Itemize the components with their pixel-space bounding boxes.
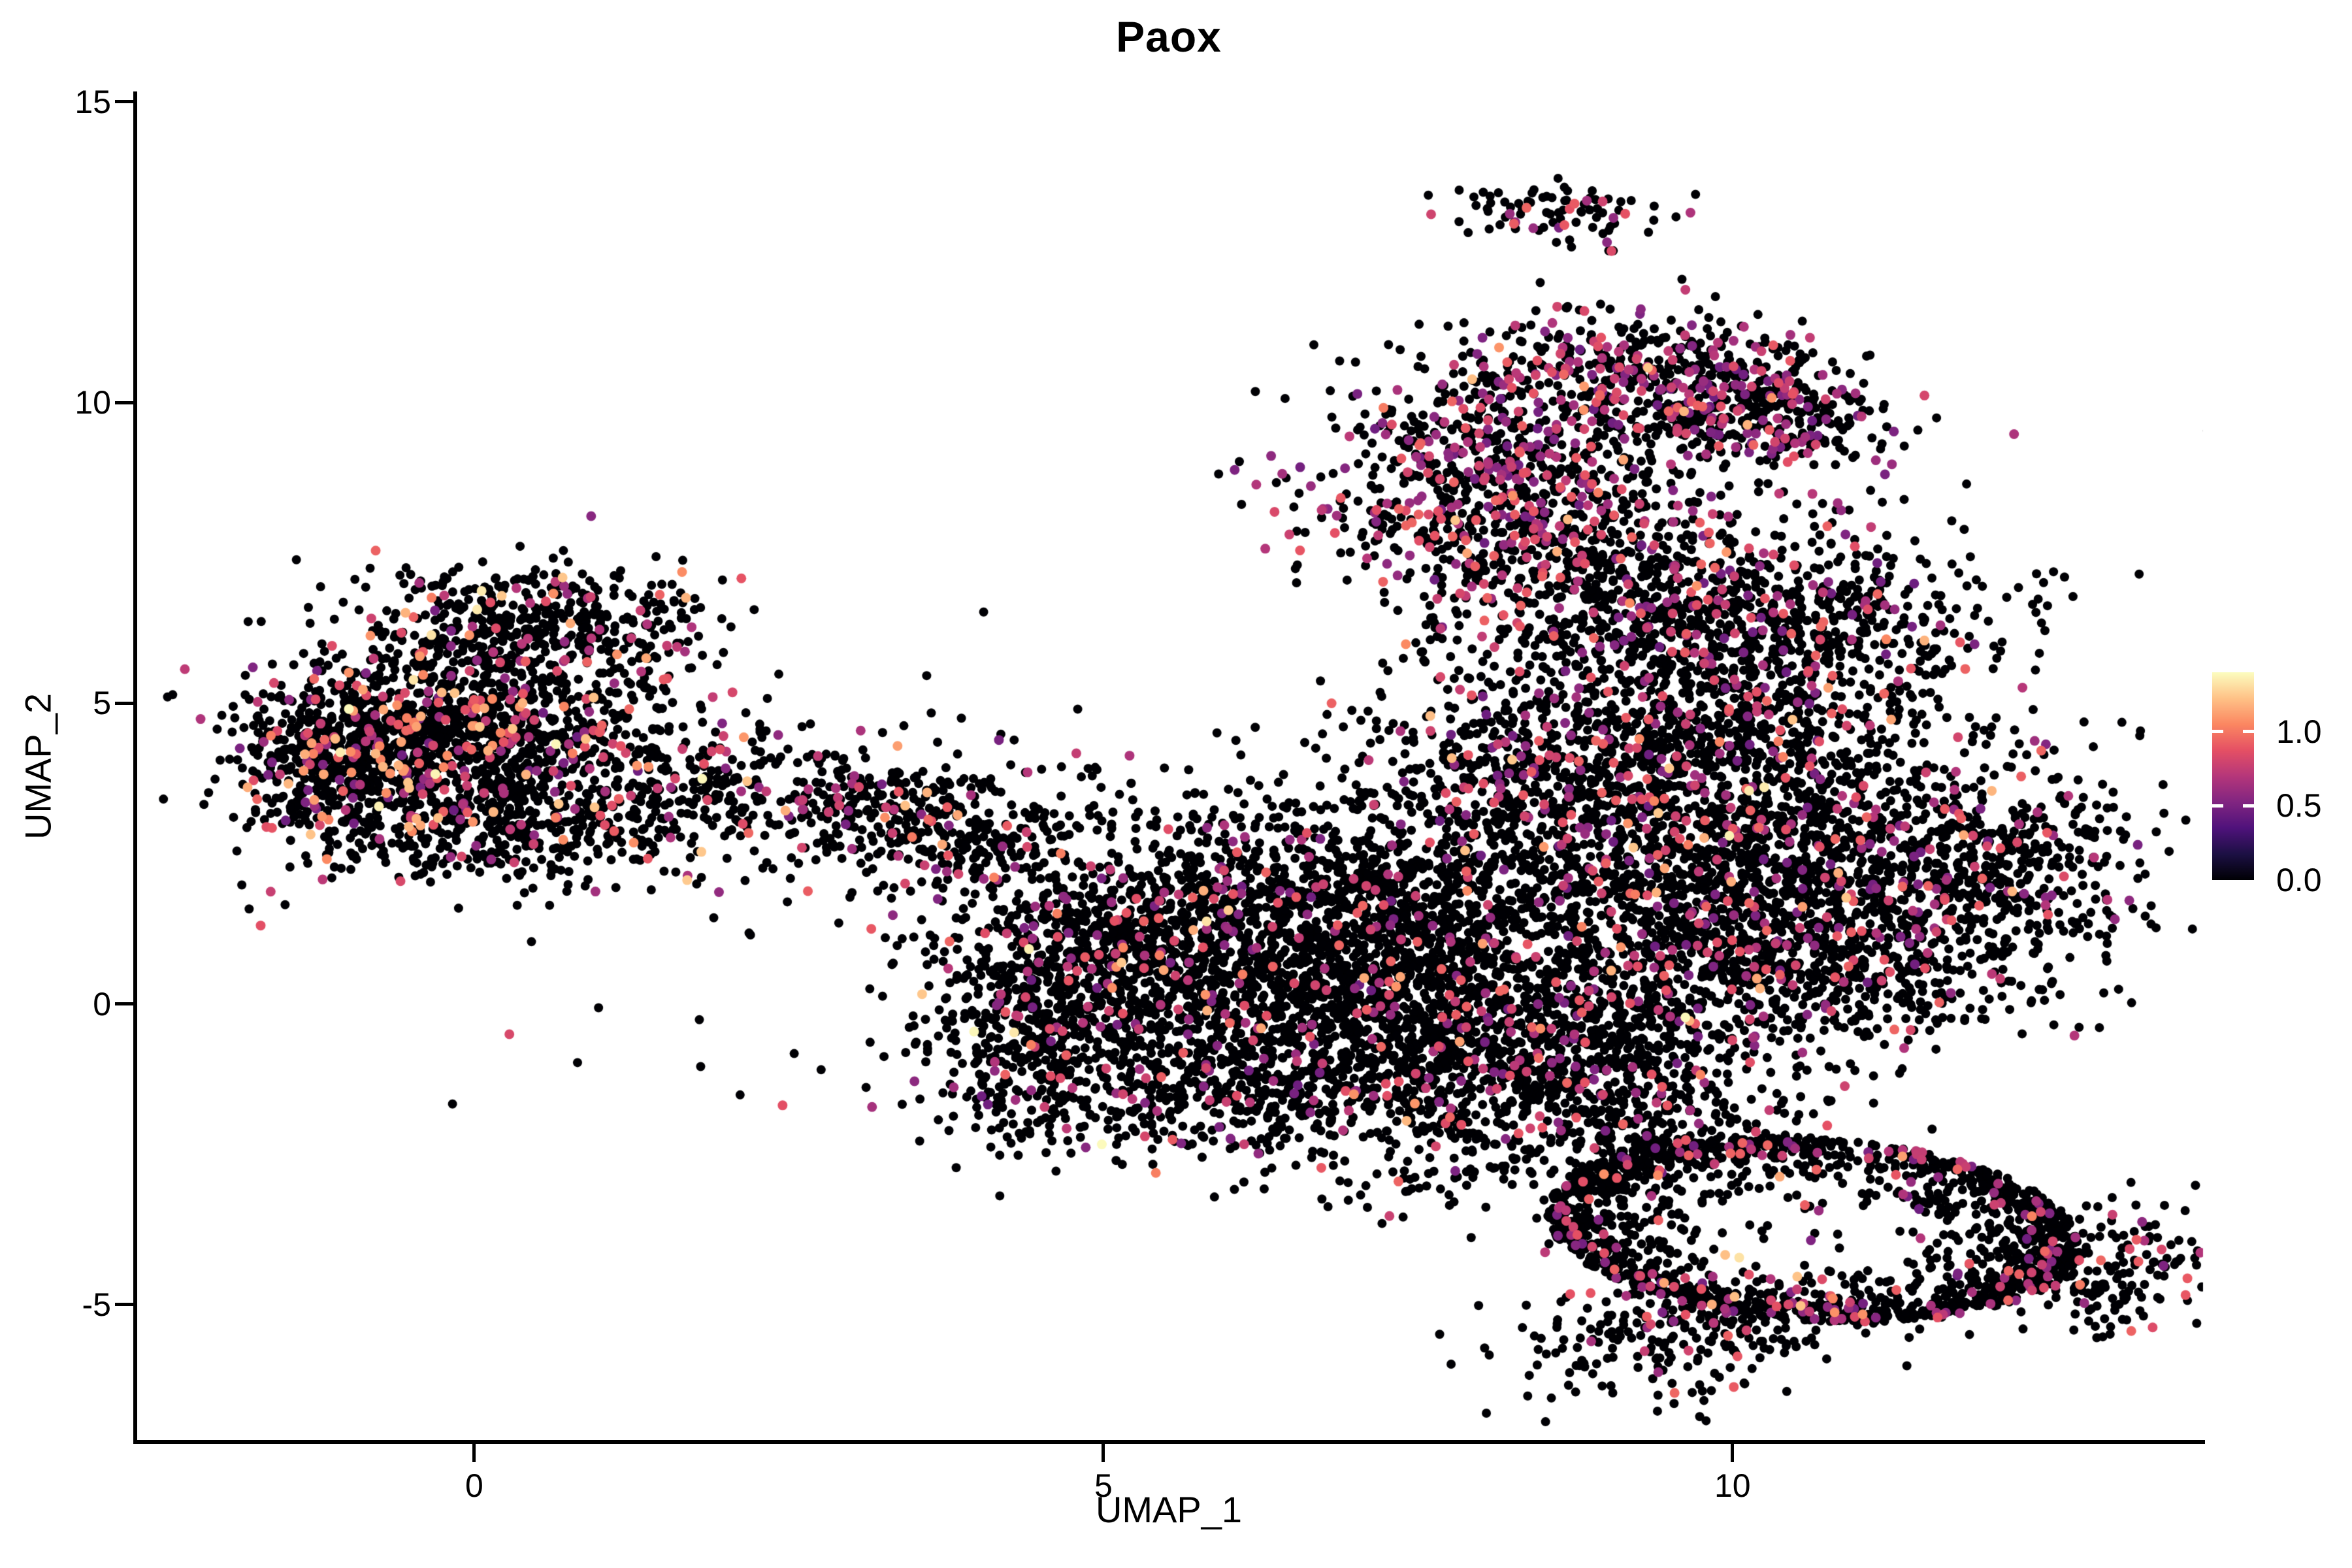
x-tick-mark: [1102, 1444, 1105, 1462]
y-tick-mark: [115, 701, 133, 705]
x-tick-mark: [472, 1444, 476, 1462]
colorbar-tick-mark: [2212, 804, 2223, 808]
colorbar-legend: 1.0 0.5 0.0: [2212, 672, 2322, 897]
y-tick-label: -5: [82, 1286, 111, 1323]
colorbar-tick-mark: [2243, 730, 2254, 734]
plot-title: Paox: [1116, 12, 1222, 61]
y-tick-mark: [115, 1303, 133, 1307]
colorbar-tick-label: 0.0: [2276, 862, 2322, 898]
x-tick-label: 10: [1714, 1467, 1751, 1504]
y-axis-title: UMAP_2: [17, 693, 59, 840]
colorbar-tick-label: 0.5: [2276, 787, 2322, 825]
colorbar-tick-mark: [2243, 804, 2254, 808]
x-tick-label: 5: [1094, 1467, 1113, 1504]
x-tick-label: 0: [465, 1467, 483, 1504]
x-axis-title: UMAP_1: [1095, 1489, 1243, 1530]
y-tick-mark: [115, 400, 133, 404]
y-tick-label: 15: [74, 83, 111, 120]
y-tick-label: 5: [93, 685, 111, 722]
x-axis-line: [133, 1440, 2205, 1444]
y-tick-mark: [115, 100, 133, 104]
y-tick-label: 10: [74, 384, 111, 421]
colorbar-tick-label: 1.0: [2276, 713, 2322, 750]
x-tick-mark: [1731, 1444, 1735, 1462]
y-tick-mark: [115, 1002, 133, 1006]
colorbar-tick-mark: [2212, 730, 2223, 734]
y-tick-label: 0: [93, 985, 111, 1022]
y-axis-line: [133, 91, 137, 1444]
colorbar-gradient: [2212, 672, 2254, 880]
